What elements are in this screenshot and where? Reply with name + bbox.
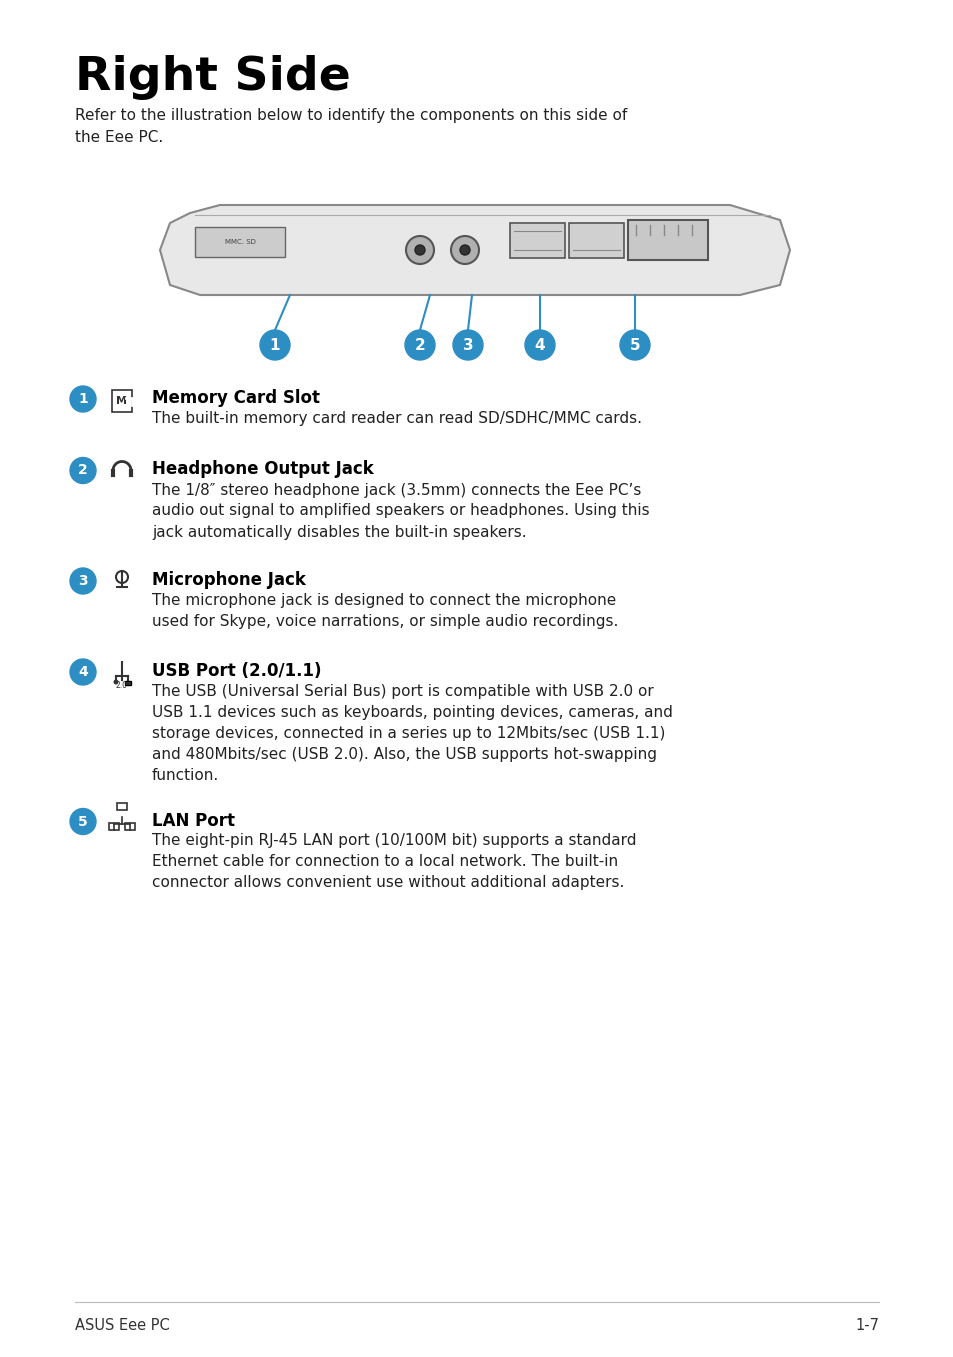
Text: 4: 4 <box>534 338 545 353</box>
Text: LAN Port: LAN Port <box>152 811 234 829</box>
FancyBboxPatch shape <box>112 389 132 413</box>
Text: Headphone Output Jack: Headphone Output Jack <box>152 460 374 479</box>
Circle shape <box>70 569 96 594</box>
Circle shape <box>405 330 435 360</box>
Circle shape <box>451 236 478 265</box>
Text: Memory Card Slot: Memory Card Slot <box>152 389 319 407</box>
Circle shape <box>524 330 555 360</box>
Circle shape <box>260 330 290 360</box>
Circle shape <box>459 246 470 255</box>
PathPatch shape <box>160 205 789 294</box>
Text: MMC. SD: MMC. SD <box>224 239 255 246</box>
FancyBboxPatch shape <box>194 227 285 256</box>
Text: The built-in memory card reader can read SD/SDHC/MMC cards.: The built-in memory card reader can read… <box>152 411 641 426</box>
Text: M: M <box>116 396 128 406</box>
Circle shape <box>70 457 96 483</box>
Text: 4: 4 <box>78 665 88 678</box>
Circle shape <box>113 680 118 684</box>
Text: USB Port (2.0/1.1): USB Port (2.0/1.1) <box>152 662 321 680</box>
Text: 2: 2 <box>415 338 425 353</box>
FancyBboxPatch shape <box>510 223 564 258</box>
Text: 3: 3 <box>462 338 473 353</box>
Text: ASUS Eee PC: ASUS Eee PC <box>75 1318 170 1333</box>
Text: Refer to the illustration below to identify the components on this side of
the E: Refer to the illustration below to ident… <box>75 109 626 145</box>
Circle shape <box>619 330 649 360</box>
Text: 5: 5 <box>78 814 88 829</box>
Text: The microphone jack is designed to connect the microphone
used for Skype, voice : The microphone jack is designed to conne… <box>152 593 618 630</box>
Circle shape <box>70 385 96 413</box>
FancyBboxPatch shape <box>568 223 623 258</box>
Text: The eight-pin RJ-45 LAN port (10/100M bit) supports a standard
Ethernet cable fo: The eight-pin RJ-45 LAN port (10/100M bi… <box>152 833 636 890</box>
Circle shape <box>70 809 96 835</box>
Text: 1-7: 1-7 <box>854 1318 878 1333</box>
Text: 2.0: 2.0 <box>116 681 128 689</box>
Text: 5: 5 <box>629 338 639 353</box>
FancyBboxPatch shape <box>125 681 131 685</box>
Text: The 1/8″ stereo headphone jack (3.5mm) connects the Eee PC’s
audio out signal to: The 1/8″ stereo headphone jack (3.5mm) c… <box>152 483 649 540</box>
Text: 1: 1 <box>78 392 88 406</box>
Text: 3: 3 <box>78 574 88 588</box>
Text: 1: 1 <box>270 338 280 353</box>
Circle shape <box>453 330 482 360</box>
Circle shape <box>415 246 424 255</box>
Text: 2: 2 <box>78 464 88 478</box>
Text: Right Side: Right Side <box>75 56 351 100</box>
Circle shape <box>406 236 434 265</box>
Text: Microphone Jack: Microphone Jack <box>152 571 306 589</box>
Text: The USB (Universal Serial Bus) port is compatible with USB 2.0 or
USB 1.1 device: The USB (Universal Serial Bus) port is c… <box>152 684 672 783</box>
Circle shape <box>70 660 96 685</box>
FancyBboxPatch shape <box>627 220 707 261</box>
